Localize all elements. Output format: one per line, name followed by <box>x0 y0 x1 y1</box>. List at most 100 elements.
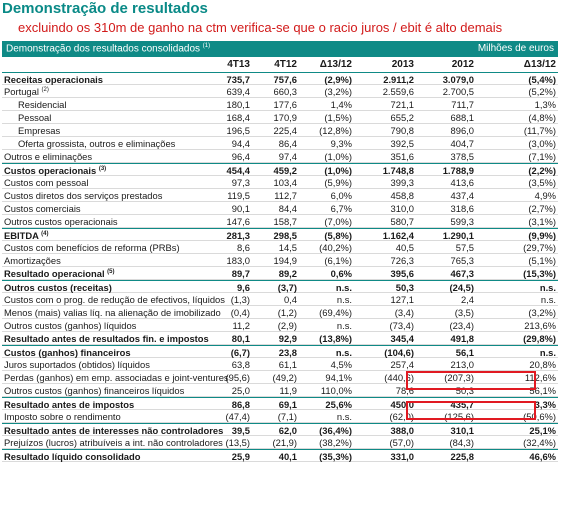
cell-value: 345,4 <box>390 333 414 344</box>
cell-value: (38,2%) <box>319 437 352 448</box>
cell-value: (95,6) <box>225 372 251 383</box>
cell-value: (1,5%) <box>324 112 352 123</box>
cell-value: (13,8%) <box>319 333 352 344</box>
row-label: EBITDA (4) <box>4 230 49 241</box>
cell-value: (35,3%) <box>319 451 352 462</box>
cell-value: 1.290,1 <box>442 230 474 241</box>
cell-value: 655,2 <box>390 112 414 123</box>
table-row: Outros e eliminações 96,4 97,4 (1,0%) 351,6 3… <box>2 150 558 163</box>
cell-value: 6,0% <box>330 190 352 201</box>
cell-value: 467,3 <box>450 268 474 279</box>
cell-value: (3,2%) <box>324 86 352 97</box>
cell-value: (84,3) <box>449 437 475 448</box>
table-row: Custos com benefícios de reforma (PRBs) 8… <box>2 241 558 254</box>
cell-value: 61,1 <box>278 359 297 370</box>
cell-value: (7,1) <box>277 411 297 422</box>
cell-value: 639,4 <box>226 86 250 97</box>
row-label: Portugal (2) <box>4 86 49 97</box>
highlight-box-interest <box>406 401 536 420</box>
row-label: Custos diretos dos serviços prestados <box>4 190 162 201</box>
row-label: Outros custos (ganhos) líquidos <box>4 320 136 331</box>
table-row: Outros custos (ganhos) financeiros líqui… <box>2 384 558 397</box>
row-label-text: Imposto sobre o rendimento <box>4 411 121 422</box>
table-row: Menos (mais) valias líq. na alienação de… <box>2 306 558 319</box>
table-row: Pessoal 168,4 170,9 (1,5%) 655,2 688,1 (4,8%) <box>2 111 558 124</box>
cell-value: (73,4) <box>389 320 415 331</box>
cell-value: 39,5 <box>231 425 250 436</box>
cell-value: 194,9 <box>273 255 297 266</box>
cell-value: 94,4 <box>231 138 250 149</box>
cell-value: 80,1 <box>231 333 250 344</box>
table-header-bar: Demonstração dos resultados consolidados… <box>2 41 558 57</box>
column-header-row: 4T13 4T12 Δ13/12 2013 2012 Δ13/12 <box>2 58 558 71</box>
table-row: Resultado antes de impostos 86,8 69,1 25,6%… <box>2 397 558 410</box>
cell-value: 127,1 <box>390 294 414 305</box>
table-row: Perdas (ganhos) em emp. associadas e joi… <box>2 371 558 384</box>
cell-value: 711,7 <box>451 99 474 110</box>
row-label: Custos (ganhos) financeiros <box>4 347 131 358</box>
cell-value: 8,6 <box>236 242 250 253</box>
cell-value: 459,2 <box>273 165 297 176</box>
cell-value: (7,0%) <box>324 216 352 227</box>
cell-value: 89,2 <box>278 268 297 279</box>
cell-value: (15,3%) <box>523 268 556 279</box>
row-label: Oferta grossista, outros e eliminações <box>18 138 175 149</box>
table-row: Custos comerciais 90,1 84,4 6,7% 310,0 318,6 (… <box>2 202 558 215</box>
cell-value: (104,6) <box>384 347 414 358</box>
table-row: Custos com o prog. de redução de efectiv… <box>2 293 558 306</box>
cell-value: 2.559,6 <box>382 86 414 97</box>
cell-value: (49,2) <box>272 372 298 383</box>
table-title-footnote: (1) <box>202 43 211 49</box>
row-label: Custos com o prog. de redução de efectiv… <box>4 294 225 305</box>
row-label-text: Outros e eliminações <box>4 151 93 162</box>
cell-value: 310,1 <box>450 425 474 436</box>
cell-value: n.s. <box>335 282 352 293</box>
cell-value: (1,3) <box>230 294 250 305</box>
cell-value: 119,5 <box>227 190 250 201</box>
cell-value: 399,3 <box>390 177 414 188</box>
column-header: 2013 <box>391 59 414 70</box>
cell-value: (7,1%) <box>528 151 556 162</box>
cell-value: 14,5 <box>278 242 297 253</box>
cell-value: 726,3 <box>390 255 414 266</box>
cell-value: 147,6 <box>226 216 250 227</box>
cell-value: (440,6) <box>384 372 414 383</box>
row-label-text: Residencial <box>18 99 67 110</box>
cell-value: 765,3 <box>450 255 474 266</box>
row-label-text: Pessoal <box>18 112 52 123</box>
cell-value: 86,8 <box>231 399 250 410</box>
cell-value: 1,3% <box>534 99 556 110</box>
cell-value: (4,8%) <box>528 112 556 123</box>
table-title-text: Demonstração dos resultados consolidados <box>6 43 200 55</box>
table-row: Residencial 180,1 177,6 1,4% 721,1 711,7 1,3% <box>2 98 558 111</box>
cell-value: n.s. <box>336 411 352 422</box>
cell-value: (62,0) <box>389 411 415 422</box>
row-label-text: Custos (ganhos) financeiros <box>4 347 131 358</box>
table-row: Custos operacionais (3) 454,4 459,2 (1,0%) 1… <box>2 163 558 176</box>
cell-value: 89,7 <box>231 268 250 279</box>
cell-value: 257,4 <box>390 359 414 370</box>
table-row: Outros custos (receitas) 9,6 (3,7) n.s. 50,3… <box>2 280 558 293</box>
cell-value: (207,3) <box>444 372 474 383</box>
cell-value: 688,1 <box>450 112 474 123</box>
row-label: Outros custos operacionais <box>4 216 118 227</box>
row-label: Amortizações <box>4 255 61 266</box>
cell-value: 1.748,8 <box>382 165 414 176</box>
column-header: 2012 <box>451 59 474 70</box>
cell-value: 896,0 <box>450 125 474 136</box>
table-row: Resultado líquido consolidado 25,9 40,1 (35… <box>2 449 558 462</box>
cell-value: 331,0 <box>390 451 414 462</box>
cell-value: 103,4 <box>273 177 297 188</box>
cell-value: 11,9 <box>279 385 297 396</box>
cell-value: 3,3% <box>534 399 556 410</box>
cell-value: (2,2%) <box>528 165 556 176</box>
cell-value: 25,1% <box>529 425 556 436</box>
cell-value: 3.079,0 <box>442 74 474 85</box>
cell-value: 388,0 <box>390 425 414 436</box>
cell-value: 20,8% <box>529 359 556 370</box>
cell-value: 790,8 <box>390 125 414 136</box>
table-row: Outros custos (ganhos) líquidos 11,2 (2,9)… <box>2 319 558 332</box>
row-label-text: Empresas <box>18 125 61 136</box>
cell-value: 298,5 <box>273 230 297 241</box>
row-label: Custos com benefícios de reforma (PRBs) <box>4 242 180 253</box>
